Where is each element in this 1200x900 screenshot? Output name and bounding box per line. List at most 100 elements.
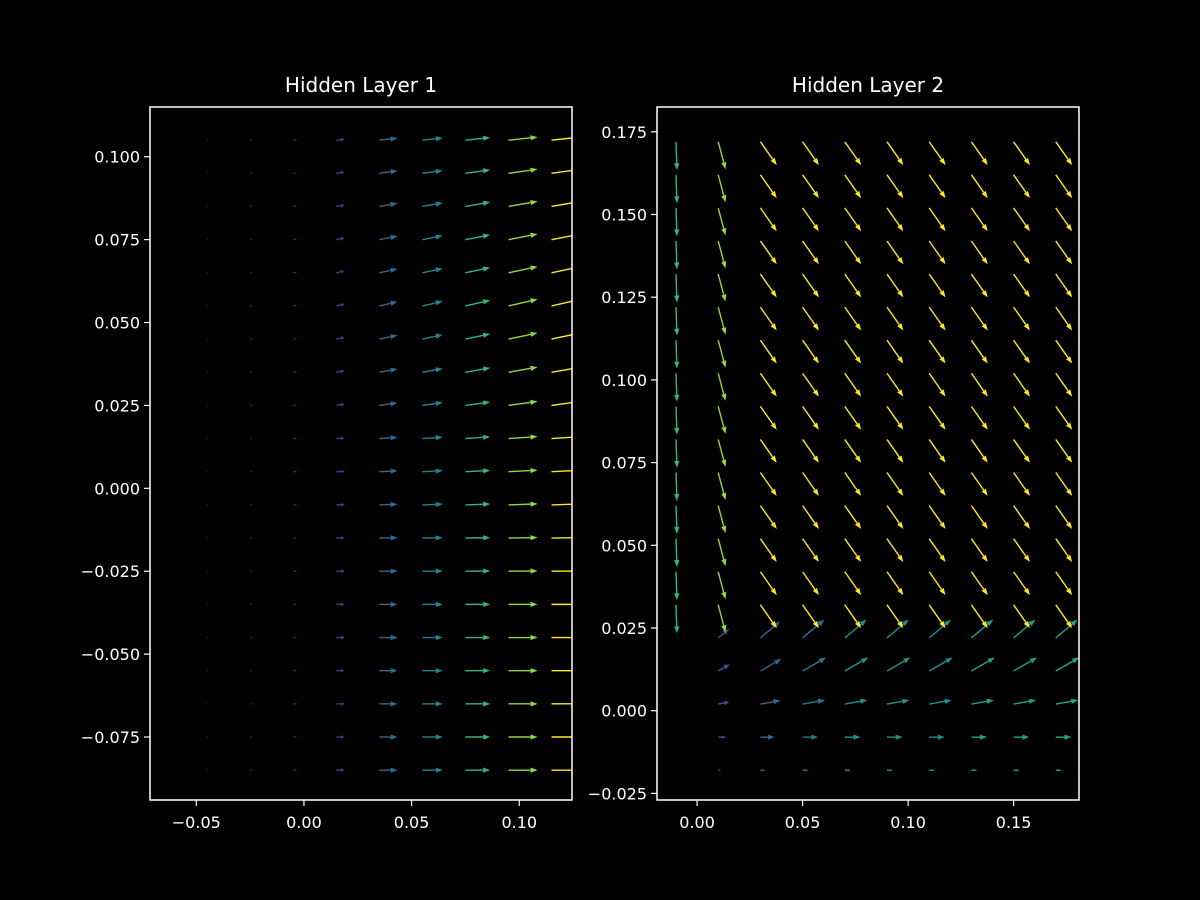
arrow-144 [844, 306, 862, 331]
y-tick-label: 0.000 [94, 479, 140, 498]
arrow-144 [336, 303, 345, 307]
arrow-59 [1055, 604, 1073, 629]
arrow-77 [970, 538, 988, 563]
arrow-88 [508, 501, 538, 507]
arrow-113 [802, 405, 819, 430]
arrow-1 [207, 769, 209, 771]
arrow-115 [379, 401, 398, 407]
arrow-152 [249, 271, 253, 274]
arrow-64 [336, 569, 345, 573]
arrow-121 [206, 371, 209, 373]
arrow-71 [207, 537, 209, 539]
arrow-35 [379, 668, 398, 674]
arrow-66 [422, 568, 443, 574]
arrow-114 [844, 405, 862, 430]
arrow-72 [250, 537, 253, 539]
arrow-193 [802, 141, 819, 166]
arrow-139 [1055, 339, 1073, 364]
axes: −0.05 0.00 0.05 0.10 −0.075 −0.050 −0.025 0.000… [81, 148, 537, 832]
arrow-173 [802, 207, 819, 232]
arrow-91 [717, 472, 727, 501]
arrow-32 [250, 669, 253, 672]
arrow-155 [886, 273, 904, 298]
arrow-156 [928, 273, 946, 298]
arrow-61 [717, 571, 727, 600]
arrow-143 [802, 306, 819, 331]
arrow-198 [508, 135, 538, 141]
arrow-163 [802, 240, 819, 265]
y-tick-label: 0.025 [94, 396, 140, 415]
arrow-99 [1055, 472, 1073, 496]
arrow-123 [293, 371, 298, 373]
arrow-108 [1013, 439, 1030, 463]
arrow-91 [207, 470, 209, 473]
arrow-83 [293, 504, 298, 506]
arrow-46 [422, 634, 443, 641]
arrow-184 [336, 170, 345, 175]
arrow-179 [1055, 207, 1073, 232]
x-tick-label: 0.15 [996, 813, 1032, 832]
arrow-field [163, 135, 572, 773]
arrow-95 [886, 472, 904, 496]
arrow-197 [970, 141, 988, 166]
arrow-101 [717, 439, 727, 467]
arrow-189 [1055, 174, 1073, 199]
arrow-45 [886, 619, 909, 639]
arrow-39 [551, 669, 572, 672]
arrow-49 [1055, 619, 1078, 639]
arrow-5 [379, 767, 398, 773]
arrow-196 [422, 136, 443, 142]
arrow-57 [970, 604, 988, 629]
arrow-106 [928, 439, 946, 463]
arrow-61 [207, 570, 209, 572]
arrow-185 [379, 169, 398, 175]
arrow-118 [508, 399, 538, 407]
arrow-175 [886, 207, 904, 232]
arrow-96 [928, 472, 946, 496]
arrow-15 [886, 734, 903, 740]
arrow-129 [551, 367, 572, 373]
arrow-172 [249, 205, 253, 208]
arrow-31 [717, 664, 730, 672]
arrow-128 [508, 365, 538, 373]
arrow-69 [551, 570, 572, 572]
arrow-170 [674, 207, 680, 237]
arrow-53 [293, 603, 298, 606]
arrow-76 [928, 538, 946, 563]
arrow-157 [970, 273, 988, 298]
arrow-189 [551, 169, 572, 175]
arrow-183 [293, 172, 298, 175]
y-tick-label: 0.175 [601, 123, 647, 142]
arrow-13 [293, 736, 298, 738]
arrow-122 [249, 371, 253, 373]
arrow-137 [970, 339, 988, 364]
arrow-159 [551, 267, 572, 274]
arrow-58 [508, 601, 538, 607]
arrow-101 [207, 437, 209, 440]
arrow-180 [674, 174, 680, 204]
arrow-108 [508, 434, 538, 440]
arrow-7 [971, 769, 978, 772]
arrow-193 [293, 139, 298, 141]
arrow-107 [970, 439, 988, 463]
arrow-83 [802, 505, 819, 529]
arrow-27 [971, 698, 994, 705]
arrow-27 [465, 701, 491, 707]
arrow-134 [336, 336, 345, 340]
arrow-92 [759, 472, 777, 496]
arrow-187 [970, 174, 988, 199]
arrow-23 [802, 698, 826, 705]
arrow-38 [508, 668, 538, 674]
arrow-14 [336, 735, 345, 739]
arrow-94 [844, 472, 862, 496]
arrow-134 [844, 339, 862, 364]
arrow-165 [379, 234, 398, 241]
arrow-155 [379, 267, 398, 274]
arrow-148 [1013, 306, 1030, 331]
arrow-26 [929, 698, 952, 705]
arrow-74 [336, 536, 345, 540]
arrow-51 [717, 604, 727, 633]
arrow-65 [379, 568, 398, 574]
